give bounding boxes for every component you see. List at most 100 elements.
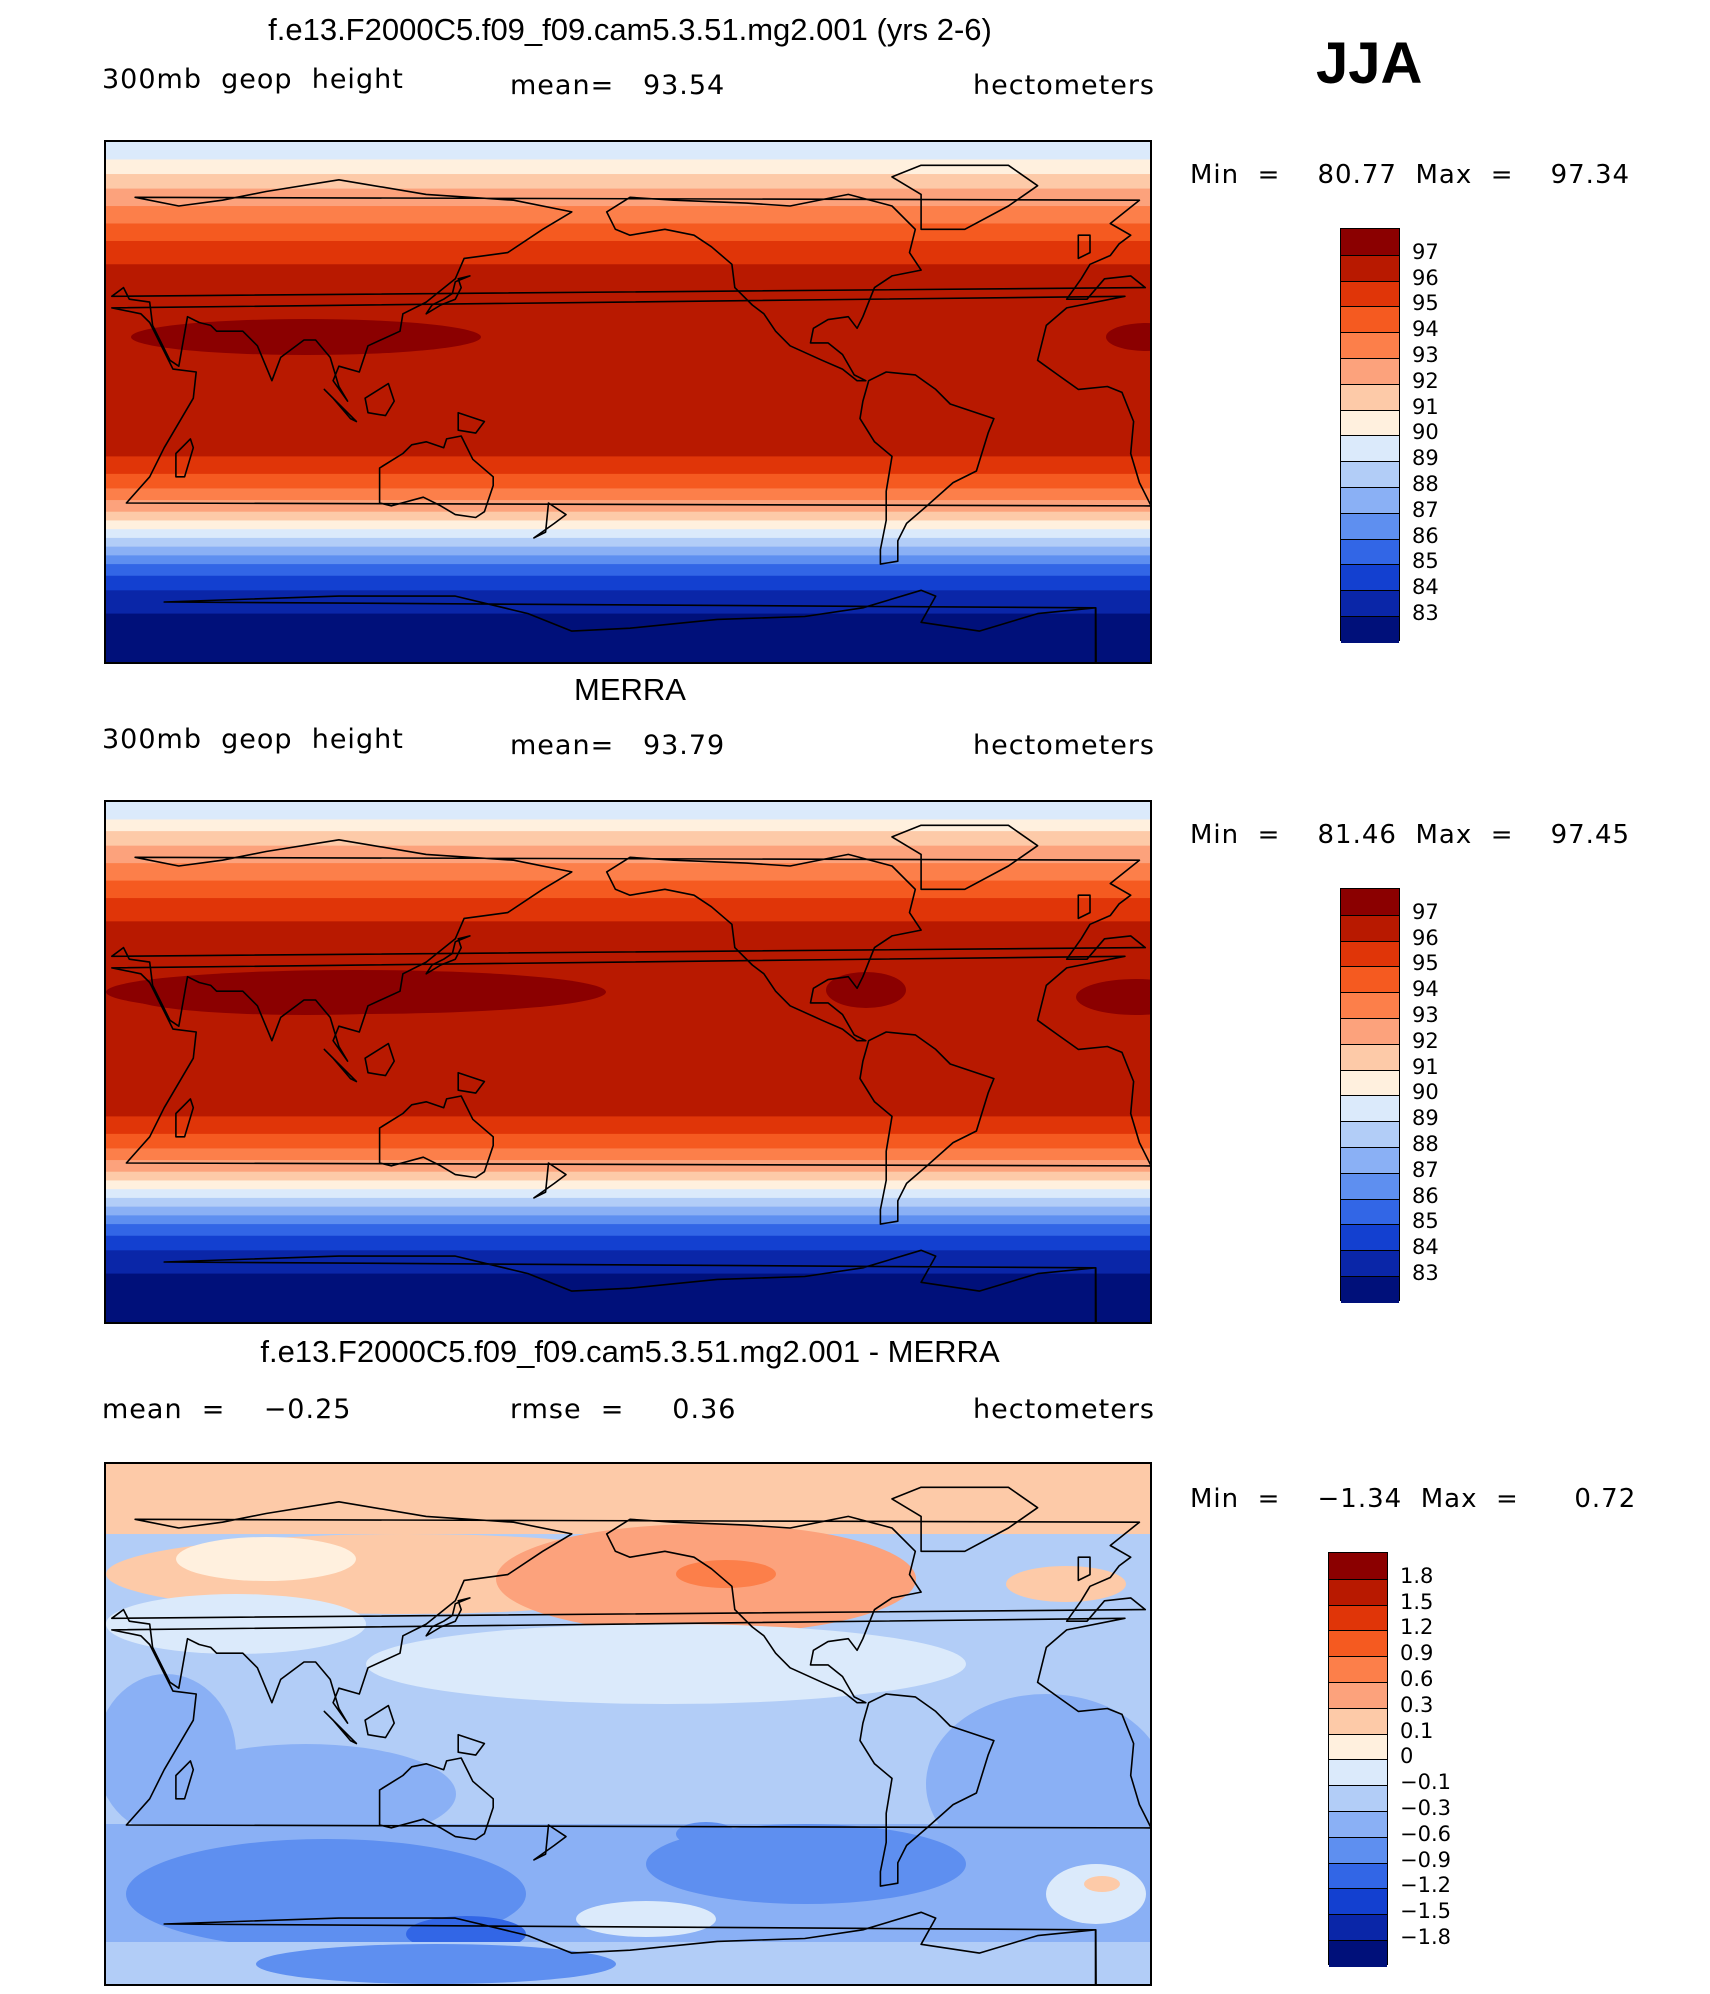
colorbar-swatch	[1341, 229, 1399, 256]
contour-band	[106, 537, 1150, 548]
colorbar-box	[1328, 1552, 1388, 1967]
coastline	[163, 1911, 1097, 1984]
units-label: hectometers	[973, 730, 1155, 761]
contour-band	[106, 1206, 1150, 1217]
colorbar-box	[1340, 888, 1400, 1303]
colorbar-swatch	[1341, 280, 1399, 308]
contour-maximum	[131, 319, 481, 355]
colorbar-swatch	[1329, 1862, 1387, 1890]
colorbar-tick-label: 88	[1412, 1132, 1439, 1156]
contour-band	[106, 1464, 1150, 1486]
contour-band	[106, 1160, 1150, 1173]
colorbar-swatch	[1341, 487, 1399, 514]
coastline	[111, 1501, 1147, 1724]
coastline	[111, 955, 1150, 1167]
coastline	[425, 1597, 471, 1637]
colorbar-swatch	[1329, 1682, 1387, 1709]
colorbar-tick-label: 88	[1412, 472, 1439, 496]
colorbar-swatch	[1341, 306, 1399, 334]
coastline	[859, 371, 995, 565]
colorbar-swatch	[1341, 889, 1399, 916]
colorbar-swatch	[1329, 1836, 1387, 1864]
colorbar-tick-label: 95	[1412, 291, 1439, 316]
coastline	[175, 1760, 195, 1800]
contour-band	[106, 456, 1150, 475]
contour-band	[106, 529, 1150, 539]
coastline	[378, 1095, 494, 1179]
contour-band	[106, 831, 1150, 847]
coastline	[533, 1824, 567, 1861]
contour-band	[106, 1116, 1150, 1135]
colorbar-swatch	[1341, 992, 1399, 1019]
contour-region	[576, 1901, 716, 1937]
colorbar-tick-label: 96	[1412, 925, 1439, 950]
mean-label: mean = −0.25	[102, 1394, 352, 1425]
colorbar-swatch	[1329, 1578, 1387, 1606]
coastline	[605, 853, 922, 1042]
contour-band	[106, 174, 1150, 190]
contour-band	[106, 1197, 1150, 1208]
colorbar-swatch	[1329, 1940, 1387, 1967]
colorbar-swatch	[1341, 966, 1399, 994]
contour-band	[106, 863, 1150, 882]
colorbar-tick-label: 90	[1412, 420, 1439, 445]
coastline	[1077, 894, 1091, 920]
colorbar-swatch	[1341, 1250, 1399, 1277]
coastline	[111, 839, 1147, 1062]
units-label: hectometers	[973, 70, 1155, 101]
colorbar-tick-label: 90	[1412, 1080, 1439, 1105]
contour-band	[106, 1235, 1150, 1252]
colorbar-swatch	[1341, 254, 1399, 282]
colorbar-tick-label: 97	[1412, 239, 1439, 264]
colorbar-swatch	[1341, 1198, 1399, 1226]
colorbar-tick-label: 92	[1412, 368, 1439, 393]
colorbar-swatch	[1341, 1147, 1399, 1174]
contour-band	[106, 1224, 1150, 1237]
contour-band	[106, 1171, 1150, 1182]
colorbar-swatch	[1341, 383, 1399, 411]
colorbar-tick-label: 89	[1412, 1106, 1439, 1131]
coastline	[323, 1710, 358, 1745]
coastline	[111, 179, 1147, 402]
min-max-label: Min = 80.77 Max = 97.34	[1190, 160, 1631, 190]
map-canvas	[106, 1464, 1150, 1984]
colorbar-tick-label: −0.9	[1400, 1847, 1451, 1872]
colorbar-swatch	[1329, 1914, 1387, 1941]
colorbar-swatch	[1341, 1018, 1399, 1045]
contour-band	[106, 473, 1150, 490]
colorbar-tick-label: 1.2	[1400, 1615, 1434, 1640]
coastline	[111, 295, 1150, 507]
contour-map	[104, 1462, 1152, 1986]
colorbar-tick-label: 84	[1412, 575, 1439, 600]
coastline	[163, 589, 1097, 662]
coastline	[457, 1733, 486, 1756]
colorbar-tick-label: −1.8	[1400, 1925, 1451, 1949]
contour-band	[106, 1189, 1150, 1199]
colorbar-tick-label: −0.3	[1400, 1796, 1451, 1820]
coastline	[605, 1515, 922, 1704]
panel-model: f.e13.F2000C5.f09_f09.cam5.3.51.mg2.001 …	[0, 12, 1710, 672]
contour-band	[106, 898, 1150, 923]
contour-band	[106, 1273, 1150, 1322]
contour-band	[106, 845, 1150, 865]
panel-title: f.e13.F2000C5.f09_f09.cam5.3.51.mg2.001 …	[268, 12, 992, 47]
units-label: hectometers	[973, 1394, 1155, 1425]
contour-map	[104, 800, 1152, 1324]
colorbar-tick-label: 92	[1412, 1028, 1439, 1053]
colorbar-swatch	[1341, 1276, 1399, 1303]
map-canvas	[106, 142, 1150, 662]
colorbar-swatch	[1341, 590, 1399, 617]
rmse-label: rmse = 0.36	[510, 1394, 737, 1425]
colorbar-tick-label: −0.1	[1400, 1770, 1451, 1795]
contour-band	[106, 240, 1150, 266]
colorbar-swatch	[1341, 616, 1399, 643]
colorbar-tick-label: 0	[1400, 1744, 1414, 1769]
contour-band	[106, 1148, 1150, 1162]
contour-region	[176, 1537, 356, 1581]
coastline	[457, 1071, 486, 1094]
panel-merra: MERRA 300mb geop height mean= 93.79 hect…	[0, 672, 1710, 1332]
colorbar-swatch	[1329, 1604, 1387, 1632]
coastline	[323, 388, 358, 423]
contour-maximum	[826, 972, 906, 1008]
colorbar-box	[1340, 228, 1400, 643]
